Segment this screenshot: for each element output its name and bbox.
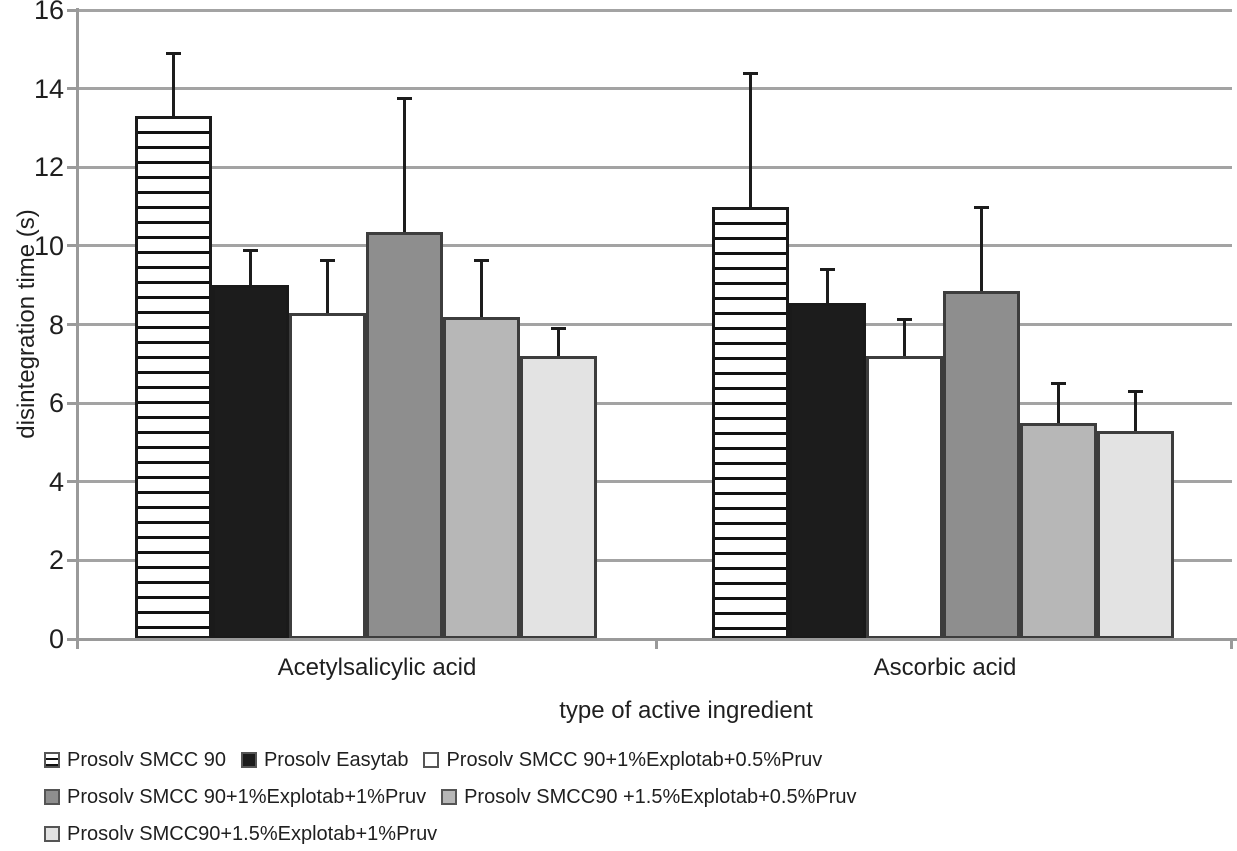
y-tick-label: 14 xyxy=(33,73,64,104)
bar xyxy=(866,355,943,639)
category-label-acetylsalicylic: Acetylsalicylic acid xyxy=(277,654,477,681)
gridline xyxy=(78,165,1232,169)
legend-row-2: Prosolv SMCC 90+1%Explotab+1%Pruv Prosol… xyxy=(44,785,856,809)
error-bar-cap xyxy=(820,268,835,272)
y-axis-tick xyxy=(67,165,78,169)
error-bar-cap xyxy=(474,258,489,262)
y-axis-tick xyxy=(67,8,78,12)
legend-label: Prosolv SMCC 90+1%Explotab+1%Pruv xyxy=(67,786,427,808)
bar xyxy=(289,312,366,639)
error-bar xyxy=(557,328,560,356)
legend-swatch-lightgray-icon xyxy=(44,826,60,842)
y-axis-tick xyxy=(67,401,78,405)
y-tick-label: 4 xyxy=(48,466,64,497)
legend-label: Prosolv SMCC 90+1%Explotab+0.5%Pruv xyxy=(446,749,823,771)
y-tick-label: 10 xyxy=(33,230,64,261)
x-axis-center-tick xyxy=(655,640,658,649)
bar xyxy=(443,316,520,639)
y-axis-tick xyxy=(67,637,78,641)
y-axis-tick xyxy=(67,244,78,248)
error-bar xyxy=(1057,383,1060,423)
y-axis-tick xyxy=(67,323,78,326)
y-axis-tick xyxy=(67,558,78,562)
legend-item: Prosolv Easytab xyxy=(240,748,409,772)
y-axis-tick xyxy=(67,480,78,484)
legend-item: Prosolv SMCC90 +1.5%Explotab+0.5%Pruv xyxy=(441,785,856,809)
legend-row-3: Prosolv SMCC90+1.5%Explotab+1%Pruv xyxy=(44,822,856,846)
error-bar xyxy=(480,259,483,317)
x-axis-line xyxy=(76,637,1237,641)
error-bar xyxy=(826,269,829,303)
error-bar-cap xyxy=(243,248,258,252)
legend-label: Prosolv SMCC 90 xyxy=(67,749,226,771)
y-tick-label: 8 xyxy=(48,309,64,340)
error-bar xyxy=(1134,391,1137,431)
bar xyxy=(712,206,789,639)
legend-label: Prosolv SMCC90 +1.5%Explotab+0.5%Pruv xyxy=(464,786,857,808)
legend-label: Prosolv Easytab xyxy=(263,749,409,771)
y-tick-label: 6 xyxy=(48,388,64,419)
bar xyxy=(520,355,597,639)
error-bar-cap xyxy=(166,52,181,56)
y-tick-label: 2 xyxy=(48,545,64,576)
legend-row-1: Prosolv SMCC 90 Prosolv Easytab Prosolv … xyxy=(44,748,856,772)
legend-swatch-darkgray-icon xyxy=(44,789,60,805)
x-axis-end-tick xyxy=(1230,640,1233,649)
gridline xyxy=(78,558,1232,562)
error-bar-cap xyxy=(320,258,335,262)
error-bar-cap xyxy=(1128,390,1143,394)
error-bar-cap xyxy=(974,205,989,209)
error-bar xyxy=(249,249,252,286)
bar xyxy=(1097,430,1174,639)
error-bar-cap xyxy=(743,71,758,75)
legend-item: Prosolv SMCC 90+1%Explotab+0.5%Pruv xyxy=(423,748,822,772)
legend: Prosolv SMCC 90 Prosolv Easytab Prosolv … xyxy=(44,748,856,846)
y-tick-label: 16 xyxy=(33,0,64,25)
legend-swatch-striped-icon xyxy=(44,752,60,768)
error-bar xyxy=(980,206,983,292)
legend-item: Prosolv SMCC90+1.5%Explotab+1%Pruv xyxy=(44,822,437,846)
y-tick-label: 0 xyxy=(48,624,64,654)
gridline xyxy=(78,244,1232,248)
bar xyxy=(789,302,866,639)
bar xyxy=(943,291,1020,639)
legend-swatch-white-icon xyxy=(423,752,440,768)
error-bar-cap xyxy=(551,327,566,331)
error-bar xyxy=(172,53,175,117)
gridline xyxy=(78,8,1232,12)
legend-swatch-midgray-icon xyxy=(441,789,458,805)
gridline xyxy=(78,87,1232,91)
legend-item: Prosolv SMCC 90 xyxy=(44,748,226,772)
legend-label: Prosolv SMCC90+1.5%Explotab+1%Pruv xyxy=(67,823,438,845)
legend-swatch-black-icon xyxy=(240,752,257,768)
gridline xyxy=(78,480,1232,484)
x-axis-title: type of active ingredient xyxy=(559,697,813,724)
category-label-ascorbic: Ascorbic acid xyxy=(873,654,1017,681)
y-axis-line xyxy=(76,8,79,649)
bar xyxy=(135,116,212,639)
bar xyxy=(366,232,443,639)
gridline xyxy=(78,323,1232,326)
error-bar xyxy=(903,318,906,356)
bar xyxy=(212,285,289,639)
error-bar xyxy=(749,72,752,207)
error-bar-cap xyxy=(397,97,412,101)
legend-item: Prosolv SMCC 90+1%Explotab+1%Pruv xyxy=(44,785,426,809)
gridline xyxy=(78,401,1232,405)
error-bar-cap xyxy=(897,317,912,321)
y-axis-tick xyxy=(67,87,78,91)
y-tick-label: 12 xyxy=(33,152,64,183)
error-bar xyxy=(326,259,329,313)
bar xyxy=(1020,422,1097,639)
error-bar xyxy=(403,98,406,233)
error-bar-cap xyxy=(1051,382,1066,386)
